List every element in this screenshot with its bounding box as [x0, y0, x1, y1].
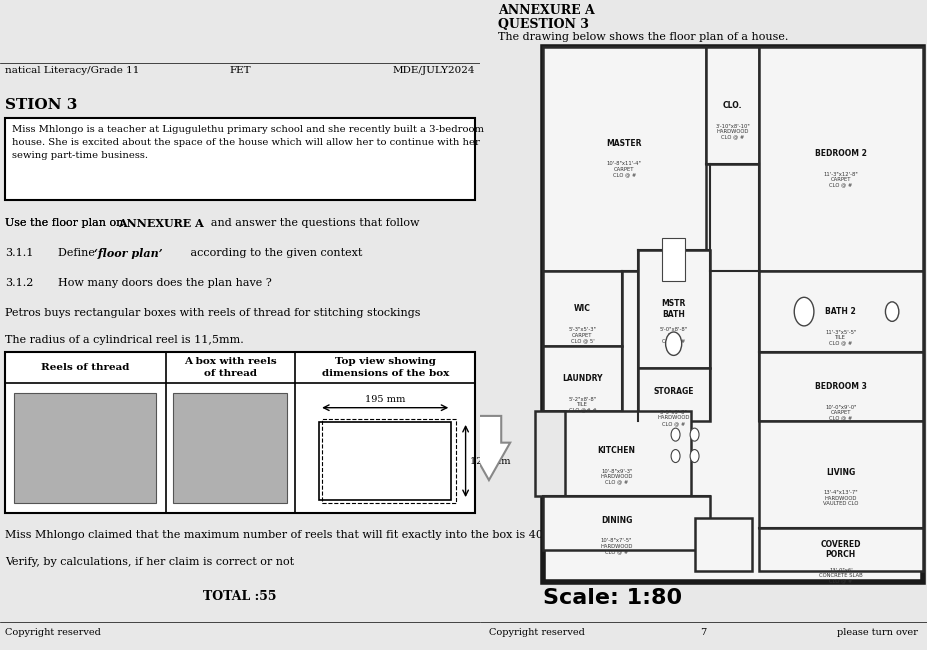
Bar: [535, 411, 565, 496]
Text: 5'-0"x8'-8"
TILE
CLO @ #: 5'-0"x8'-8" TILE CLO @ #: [660, 327, 688, 343]
Bar: [5, 352, 476, 513]
Text: 5'-3"x5'-3"
CARPET
CLO @ 5': 5'-3"x5'-3" CARPET CLO @ 5': [568, 327, 596, 343]
Text: 13'-0"x6'
CONCRETE SLAB
CLO @ #: 13'-0"x6' CONCRETE SLAB CLO @ #: [819, 568, 863, 584]
Bar: [173, 393, 287, 503]
Text: BATH 2: BATH 2: [825, 307, 857, 316]
Text: BEDROOM 3: BEDROOM 3: [815, 382, 867, 391]
Text: DINING: DINING: [601, 515, 632, 525]
Bar: [638, 368, 710, 421]
Text: MSTR
BATH: MSTR BATH: [662, 299, 686, 318]
Bar: [322, 419, 456, 503]
Bar: [542, 47, 922, 582]
Circle shape: [666, 332, 681, 356]
Text: according to the given context: according to the given context: [187, 248, 362, 258]
Bar: [706, 47, 759, 164]
Text: 10'-8"x7'-5"
HARDWOOD
CLO @ #: 10'-8"x7'-5" HARDWOOD CLO @ #: [601, 538, 633, 554]
Text: 195 mm: 195 mm: [365, 395, 405, 404]
Text: WIC: WIC: [574, 304, 590, 313]
Bar: [542, 346, 622, 411]
Text: COVERED
PORCH: COVERED PORCH: [820, 540, 861, 560]
Text: LIVING: LIVING: [826, 467, 856, 476]
Text: 11'-3"x12'-8"
CARPET
CLO @ #: 11'-3"x12'-8" CARPET CLO @ #: [823, 172, 858, 188]
Text: Reels of thread: Reels of thread: [41, 363, 130, 372]
Text: Scale: 1:80: Scale: 1:80: [542, 588, 681, 608]
Text: MASTER: MASTER: [606, 138, 642, 148]
Bar: [638, 250, 710, 368]
Bar: [759, 272, 922, 352]
Text: KITCHEN: KITCHEN: [598, 446, 636, 455]
Text: ANNEXURE A: ANNEXURE A: [498, 4, 594, 17]
Bar: [663, 239, 685, 281]
Text: 13'-4"x13'-7"
HARDWOOD
VAULTED CLO: 13'-4"x13'-7" HARDWOOD VAULTED CLO: [823, 490, 858, 506]
Text: STORAGE: STORAGE: [654, 387, 694, 396]
Text: ‘floor plan’: ‘floor plan’: [94, 248, 162, 259]
Text: A box with reels
of thread: A box with reels of thread: [184, 358, 277, 378]
Text: 120 mm: 120 mm: [470, 456, 511, 465]
Text: Copyright reserved: Copyright reserved: [489, 628, 585, 637]
Text: 3'-10"x8'-10"
HARDWOOD
CLO @ #: 3'-10"x8'-10" HARDWOOD CLO @ #: [715, 124, 750, 140]
Text: MDE/JULY2024: MDE/JULY2024: [393, 66, 476, 75]
Text: please turn over: please turn over: [837, 628, 918, 637]
Bar: [759, 352, 922, 421]
Bar: [15, 393, 156, 503]
Text: 10'-8"x9'-3"
HARDWOOD
CLO @ #: 10'-8"x9'-3" HARDWOOD CLO @ #: [601, 469, 633, 485]
Text: STION 3: STION 3: [5, 98, 77, 112]
Text: Verify, by calculations, if her claim is correct or not: Verify, by calculations, if her claim is…: [5, 557, 294, 567]
Text: LAUNDRY: LAUNDRY: [562, 374, 603, 383]
Bar: [542, 272, 622, 346]
Bar: [542, 411, 691, 496]
Text: Define: Define: [57, 248, 98, 258]
Text: 10'-8"x11'-4"
CARPET
CLO @ #: 10'-8"x11'-4" CARPET CLO @ #: [607, 161, 641, 177]
Circle shape: [794, 297, 814, 326]
Circle shape: [690, 428, 699, 441]
Bar: [319, 422, 451, 500]
Text: The radius of a cylindrical reel is 11,5mm.: The radius of a cylindrical reel is 11,5…: [5, 335, 244, 345]
Circle shape: [885, 302, 899, 321]
Text: 3'-5"x3'-8"
HARDWOOD
CLO @ #: 3'-5"x3'-8" HARDWOOD CLO @ #: [657, 410, 690, 426]
Text: TOTAL :55: TOTAL :55: [203, 590, 277, 603]
Text: Copyright reserved: Copyright reserved: [5, 628, 101, 637]
Text: BEDROOM 2: BEDROOM 2: [815, 150, 867, 159]
Text: Miss Mhlongo is a teacher at Ligugulethu primary school and she recently built a: Miss Mhlongo is a teacher at Ligugulethu…: [12, 125, 484, 160]
Circle shape: [671, 428, 680, 441]
Circle shape: [671, 450, 680, 463]
Text: How many doors does the plan have ?: How many doors does the plan have ?: [57, 278, 272, 288]
Text: 3.1.1: 3.1.1: [5, 248, 33, 258]
Text: 10'-0"x9'-0"
CARPET
CLO @ #: 10'-0"x9'-0" CARPET CLO @ #: [825, 405, 857, 421]
Text: CLO.: CLO.: [723, 101, 743, 110]
Text: 11'-3"x5'-5"
TILE
CLO @ #: 11'-3"x5'-5" TILE CLO @ #: [825, 330, 857, 346]
Bar: [759, 47, 922, 272]
Bar: [694, 517, 752, 571]
Bar: [5, 118, 476, 200]
Text: The drawing below shows the floor plan of a house.: The drawing below shows the floor plan o…: [498, 32, 788, 42]
Text: 3.1.2: 3.1.2: [5, 278, 33, 288]
Text: natical Literacy/Grade 11: natical Literacy/Grade 11: [5, 66, 139, 75]
FancyArrow shape: [468, 416, 510, 480]
Text: ANNEXURE A: ANNEXURE A: [118, 218, 203, 229]
Bar: [542, 47, 706, 272]
Text: Miss Mhlongo claimed that the maximum number of reels that will fit exactly into: Miss Mhlongo claimed that the maximum nu…: [5, 530, 546, 540]
Text: Use the floor plan on                         and answer the questions that foll: Use the floor plan on and answer the que…: [5, 218, 419, 228]
Bar: [759, 528, 922, 571]
Text: FET: FET: [229, 66, 251, 75]
Text: Petros buys rectangular boxes with reels of thread for stitching stockings: Petros buys rectangular boxes with reels…: [5, 308, 420, 318]
Text: QUESTION 3: QUESTION 3: [498, 18, 589, 31]
Bar: [542, 496, 710, 550]
Text: 5'-2"x8'-8"
TILE
CLO @# #: 5'-2"x8'-8" TILE CLO @# #: [568, 396, 597, 413]
Text: Use the floor plan on: Use the floor plan on: [5, 218, 127, 228]
Text: 7: 7: [701, 628, 706, 637]
Bar: [759, 421, 922, 528]
Circle shape: [690, 450, 699, 463]
Text: Top view showing
dimensions of the box: Top view showing dimensions of the box: [322, 358, 449, 378]
